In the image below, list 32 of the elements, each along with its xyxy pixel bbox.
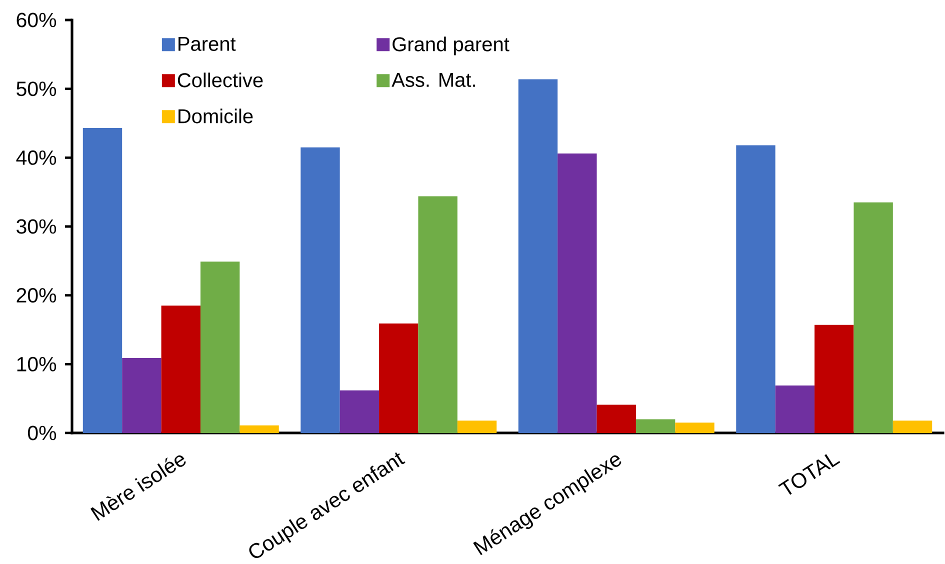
bar bbox=[240, 425, 279, 433]
y-tick-label: 0% bbox=[28, 426, 56, 440]
legend-label: Ass. Mat. bbox=[392, 73, 475, 87]
bar bbox=[636, 419, 676, 433]
bar bbox=[82, 128, 122, 433]
y-tick-label: 50% bbox=[16, 82, 56, 96]
bar bbox=[854, 202, 893, 433]
legend-label: Parent bbox=[178, 37, 236, 51]
bar bbox=[892, 420, 932, 433]
legend-label: Grand parent bbox=[392, 36, 510, 56]
bar bbox=[558, 154, 597, 433]
bar bbox=[161, 306, 200, 433]
bar bbox=[457, 420, 497, 433]
bar bbox=[775, 385, 815, 433]
bar bbox=[675, 422, 714, 433]
bar bbox=[340, 390, 380, 433]
bar bbox=[300, 147, 340, 433]
legend-label: Collective bbox=[178, 72, 263, 88]
y-tick-label: 40% bbox=[16, 150, 56, 165]
bar bbox=[736, 145, 776, 433]
bar bbox=[418, 196, 458, 433]
bar bbox=[814, 324, 854, 433]
legend-label: Domicile bbox=[178, 108, 253, 124]
bar bbox=[122, 358, 162, 433]
y-tick-label: 60% bbox=[16, 12, 56, 28]
bar bbox=[596, 404, 636, 433]
bar bbox=[518, 79, 558, 433]
y-tick-label: 30% bbox=[16, 219, 56, 234]
bar bbox=[379, 324, 418, 433]
y-tick-label: 20% bbox=[16, 288, 56, 303]
y-tick-label: 10% bbox=[17, 356, 56, 372]
bar bbox=[200, 262, 240, 433]
